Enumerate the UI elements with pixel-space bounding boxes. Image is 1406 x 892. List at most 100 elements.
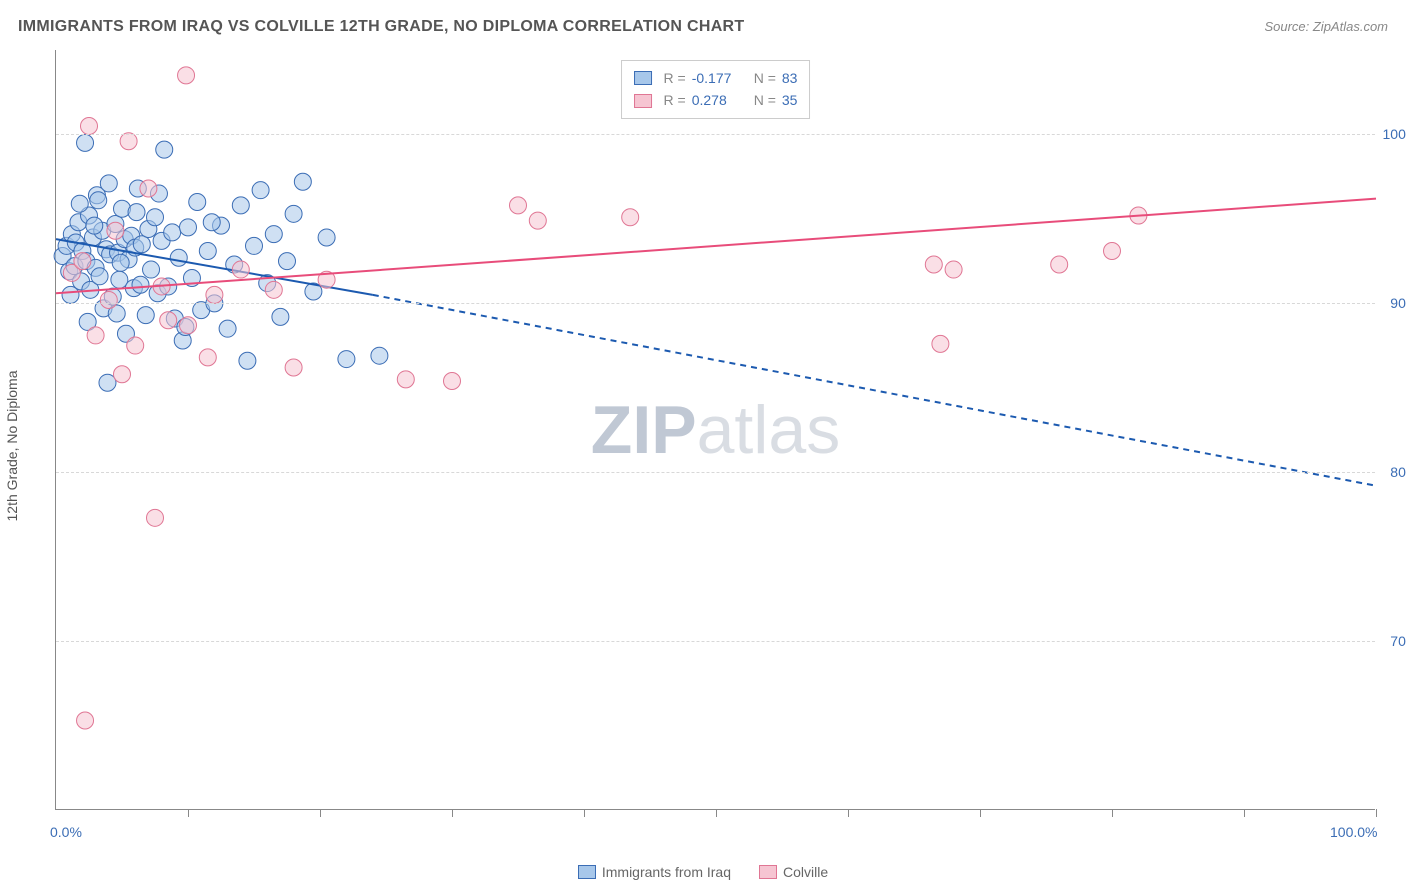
chart-source: Source: ZipAtlas.com xyxy=(1264,19,1388,34)
data-point-iraq xyxy=(132,276,149,293)
data-point-colville xyxy=(925,256,942,273)
gridline xyxy=(56,134,1375,135)
data-point-iraq xyxy=(265,226,282,243)
data-point-iraq xyxy=(137,307,154,324)
data-point-iraq xyxy=(90,192,107,209)
data-point-colville xyxy=(147,509,164,526)
data-point-colville xyxy=(199,349,216,366)
data-point-iraq xyxy=(199,242,216,259)
legend-item-colville: Colville xyxy=(759,864,828,880)
data-point-iraq xyxy=(189,194,206,211)
data-point-iraq xyxy=(86,217,103,234)
data-point-iraq xyxy=(91,268,108,285)
data-point-iraq xyxy=(62,286,79,303)
regression-line-iraq-dashed xyxy=(373,295,1376,486)
gridline xyxy=(56,472,1375,473)
data-point-colville xyxy=(180,317,197,334)
legend-n-value-colville: 35 xyxy=(782,89,798,111)
data-point-iraq xyxy=(112,254,129,271)
gridline xyxy=(56,641,1375,642)
data-point-iraq xyxy=(285,205,302,222)
y-tick-label: 70.0% xyxy=(1380,633,1406,649)
legend-r-label: R = xyxy=(664,67,686,89)
data-point-iraq xyxy=(100,175,117,192)
data-point-colville xyxy=(932,335,949,352)
data-point-colville xyxy=(127,337,144,354)
data-point-colville xyxy=(140,180,157,197)
legend-swatch-colville xyxy=(759,865,777,879)
data-point-iraq xyxy=(318,229,335,246)
data-point-colville xyxy=(1104,242,1121,259)
x-tick xyxy=(848,809,849,817)
data-point-iraq xyxy=(371,347,388,364)
legend-r-value-colville: 0.278 xyxy=(692,89,742,111)
data-point-colville xyxy=(510,197,527,214)
data-point-iraq xyxy=(219,320,236,337)
data-point-colville xyxy=(945,261,962,278)
legend-label-colville: Colville xyxy=(783,864,828,880)
plot-area: ZIPatlas R =-0.177N =83R =0.278N =35 70.… xyxy=(55,50,1375,810)
data-point-iraq xyxy=(164,224,181,241)
y-axis-title: 12th Grade, No Diploma xyxy=(4,371,20,522)
data-point-iraq xyxy=(272,308,289,325)
data-point-colville xyxy=(232,261,249,278)
x-tick xyxy=(584,809,585,817)
x-tick xyxy=(1244,809,1245,817)
data-point-iraq xyxy=(71,195,88,212)
legend-label-iraq: Immigrants from Iraq xyxy=(602,864,731,880)
data-point-iraq xyxy=(156,141,173,158)
x-tick xyxy=(188,809,189,817)
x-tick xyxy=(980,809,981,817)
legend-item-iraq: Immigrants from Iraq xyxy=(578,864,731,880)
y-tick-label: 90.0% xyxy=(1380,295,1406,311)
legend-n-label: N = xyxy=(754,67,776,89)
data-point-colville xyxy=(107,222,124,239)
data-point-colville xyxy=(81,118,98,135)
data-point-iraq xyxy=(77,134,94,151)
x-tick xyxy=(320,809,321,817)
data-point-iraq xyxy=(294,173,311,190)
data-point-iraq xyxy=(133,236,150,253)
data-point-colville xyxy=(100,291,117,308)
data-point-iraq xyxy=(128,204,145,221)
data-point-colville xyxy=(397,371,414,388)
x-tick xyxy=(1112,809,1113,817)
data-point-iraq xyxy=(246,237,263,254)
data-point-colville xyxy=(74,253,91,270)
legend-correlation: R = -0.177 N = 83 R = 0.278 N = 35 xyxy=(621,60,811,119)
legend-r-label: R = xyxy=(664,89,686,111)
data-point-iraq xyxy=(203,214,220,231)
x-tick xyxy=(1376,809,1377,817)
legend-row-iraq: R = -0.177 N = 83 xyxy=(634,67,798,89)
x-tick xyxy=(452,809,453,817)
y-tick-label: 100.0% xyxy=(1380,126,1406,142)
data-point-colville xyxy=(160,312,177,329)
data-point-colville xyxy=(285,359,302,376)
data-point-iraq xyxy=(279,253,296,270)
legend-r-value-iraq: -0.177 xyxy=(692,67,742,89)
data-point-iraq xyxy=(338,351,355,368)
data-point-iraq xyxy=(239,352,256,369)
data-point-iraq xyxy=(143,261,160,278)
legend-swatch-colville xyxy=(634,94,652,108)
legend-n-label: N = xyxy=(754,89,776,111)
data-point-colville xyxy=(444,373,461,390)
y-tick-label: 80.0% xyxy=(1380,464,1406,480)
data-point-colville xyxy=(622,209,639,226)
legend-n-value-iraq: 83 xyxy=(782,67,798,89)
x-axis-min-label: 0.0% xyxy=(50,824,82,840)
data-point-iraq xyxy=(252,182,269,199)
chart-title: IMMIGRANTS FROM IRAQ VS COLVILLE 12TH GR… xyxy=(18,18,745,36)
data-point-colville xyxy=(178,67,195,84)
data-point-iraq xyxy=(232,197,249,214)
x-tick xyxy=(716,809,717,817)
gridline xyxy=(56,303,1375,304)
data-point-colville xyxy=(206,286,223,303)
data-point-colville xyxy=(77,712,94,729)
data-point-colville xyxy=(114,366,131,383)
x-axis-max-label: 100.0% xyxy=(1330,824,1377,840)
data-point-colville xyxy=(529,212,546,229)
data-point-iraq xyxy=(170,249,187,266)
data-point-iraq xyxy=(180,219,197,236)
legend-swatch-iraq xyxy=(634,71,652,85)
